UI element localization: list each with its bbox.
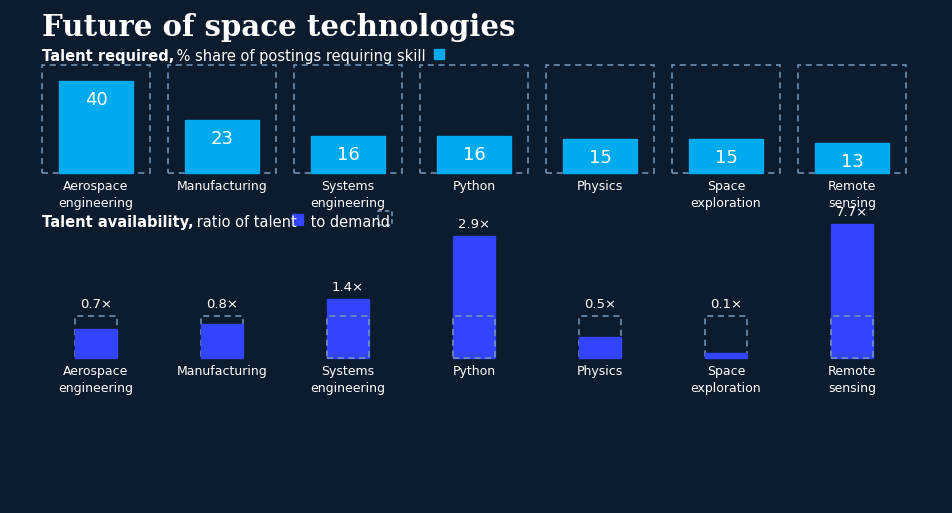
Text: 23: 23 [210, 130, 233, 148]
Text: Manufacturing: Manufacturing [177, 180, 268, 193]
Text: Systems
engineering: Systems engineering [310, 180, 386, 210]
Bar [420, 65, 528, 173]
Text: ratio of talent: ratio of talent [192, 215, 297, 230]
Bar [831, 316, 873, 358]
Text: 0.7×: 0.7× [80, 298, 112, 311]
Text: 2.9×: 2.9× [458, 218, 490, 231]
Bar [292, 214, 303, 225]
Bar [42, 65, 150, 173]
Text: 7.7×: 7.7× [836, 206, 868, 219]
Text: Talent required,: Talent required, [42, 49, 174, 64]
Text: % share of postings requiring skill: % share of postings requiring skill [172, 49, 426, 64]
Text: Systems
engineering: Systems engineering [310, 365, 386, 395]
Bar [672, 65, 780, 173]
Bar [546, 65, 654, 173]
Bar [564, 139, 637, 173]
Bar [75, 316, 117, 358]
Bar [705, 316, 747, 358]
Bar [705, 353, 747, 358]
Bar [798, 65, 906, 173]
Text: 0.5×: 0.5× [584, 298, 616, 311]
Text: Remote
sensing: Remote sensing [828, 180, 876, 210]
Text: 16: 16 [337, 146, 359, 164]
Bar [434, 49, 444, 59]
Bar [327, 299, 369, 358]
Bar [186, 120, 259, 173]
Bar [831, 224, 873, 358]
Bar [327, 316, 369, 358]
Bar [201, 316, 243, 358]
Bar [815, 143, 889, 173]
Text: Python: Python [452, 365, 496, 378]
Bar [168, 65, 276, 173]
Bar [453, 236, 495, 358]
Text: 0.8×: 0.8× [206, 298, 238, 311]
Text: 1.4×: 1.4× [332, 281, 364, 294]
Text: 13: 13 [841, 153, 863, 171]
Text: Physics: Physics [577, 180, 624, 193]
Text: Remote
sensing: Remote sensing [828, 365, 876, 395]
Bar [378, 211, 392, 225]
Bar [689, 139, 763, 173]
Text: Physics: Physics [577, 365, 624, 378]
Bar [579, 337, 621, 358]
Bar [437, 136, 510, 173]
Text: Manufacturing: Manufacturing [177, 365, 268, 378]
Bar [579, 316, 621, 358]
Text: 15: 15 [588, 149, 611, 167]
Text: to demand: to demand [306, 215, 390, 230]
Text: Future of space technologies: Future of space technologies [42, 13, 515, 42]
Bar [75, 329, 117, 358]
Text: 16: 16 [463, 146, 486, 164]
Bar [311, 136, 385, 173]
Bar [201, 324, 243, 358]
Text: Space
exploration: Space exploration [691, 365, 762, 395]
Bar [453, 316, 495, 358]
Text: 0.1×: 0.1× [710, 298, 742, 311]
Bar [59, 81, 132, 173]
Text: 15: 15 [715, 149, 738, 167]
Bar [294, 65, 402, 173]
Text: Aerospace
engineering: Aerospace engineering [58, 365, 133, 395]
Text: Space
exploration: Space exploration [691, 180, 762, 210]
Text: Python: Python [452, 180, 496, 193]
Text: Talent availability,: Talent availability, [42, 215, 193, 230]
Text: Aerospace
engineering: Aerospace engineering [58, 180, 133, 210]
Text: 40: 40 [85, 91, 108, 109]
